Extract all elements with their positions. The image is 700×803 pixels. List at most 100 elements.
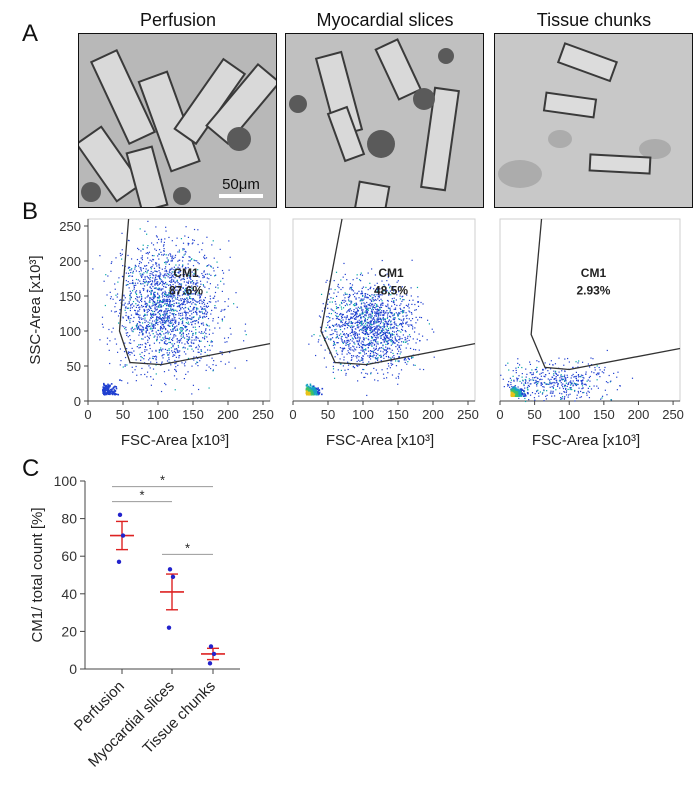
- scatter-point: [123, 294, 125, 296]
- scatter-point: [158, 351, 160, 353]
- scatter-point: [346, 315, 348, 317]
- scatter-point: [382, 325, 384, 328]
- scatter-point: [397, 314, 399, 316]
- scatter-point: [163, 342, 166, 344]
- scatter-point: [130, 351, 132, 353]
- scatter-point: [158, 253, 160, 255]
- scatter-point: [128, 240, 130, 242]
- scatter-point: [329, 326, 331, 329]
- scatter-point: [158, 276, 160, 279]
- scatter-point: [342, 342, 344, 344]
- scatter-point: [348, 324, 350, 327]
- scatter-point: [376, 303, 378, 306]
- scatter-point: [571, 375, 573, 377]
- scatter-point: [335, 337, 337, 339]
- scatter-point: [582, 387, 584, 389]
- scatter-point: [150, 327, 152, 329]
- scatter-point: [543, 386, 545, 388]
- scatter-point: [155, 358, 157, 360]
- scatter-point: [165, 230, 167, 232]
- scatter-point: [166, 299, 168, 301]
- scatter-point: [136, 324, 138, 327]
- scatter-point: [145, 320, 147, 322]
- scatter-point: [158, 316, 160, 319]
- significance-star: *: [185, 540, 190, 555]
- scatter-point: [362, 309, 364, 311]
- scatter-point: [582, 379, 584, 382]
- scatter-point: [398, 286, 400, 288]
- scatter-point: [174, 281, 176, 283]
- scatter-point: [182, 274, 184, 276]
- scatter-point: [535, 383, 538, 385]
- scatter-point: [577, 366, 579, 368]
- scatter-point: [507, 383, 509, 386]
- scatter-point: [359, 321, 361, 323]
- scatter-point: [349, 304, 351, 306]
- scatter-point: [381, 331, 383, 333]
- scatter-point: [181, 294, 184, 296]
- scatter-point: [148, 262, 150, 264]
- scatter-point: [517, 366, 519, 369]
- scatter-point: [388, 319, 391, 321]
- scatter-point: [227, 337, 230, 339]
- scatter-point: [524, 397, 526, 400]
- scatter-point: [174, 256, 176, 258]
- scatter-point: [147, 339, 149, 341]
- scatter-point: [205, 315, 208, 318]
- scatter-point: [549, 382, 551, 384]
- scatter-point: [355, 307, 357, 309]
- scatter-point: [178, 284, 180, 286]
- scatter-point: [390, 294, 392, 296]
- scatter-point: [556, 385, 559, 388]
- scatter-point: [214, 291, 217, 294]
- scatter-point: [375, 299, 377, 301]
- scatter-point: [393, 327, 395, 329]
- scatter-point: [398, 345, 400, 347]
- scatter-point: [580, 376, 582, 378]
- scatter-point: [196, 260, 198, 262]
- scatter-point: [246, 360, 248, 362]
- scatter-point: [360, 346, 362, 348]
- scatter-point: [205, 305, 207, 308]
- scatter-point: [194, 259, 196, 262]
- scatter-point: [407, 303, 410, 305]
- scatter-point: [600, 398, 602, 400]
- scatter-point: [189, 277, 191, 280]
- scatter-point: [180, 335, 182, 337]
- scatter-point: [555, 389, 557, 391]
- scatter-point: [528, 398, 530, 401]
- scatter-point: [390, 316, 392, 318]
- scatter-point: [536, 390, 538, 393]
- scatter-point: [223, 309, 225, 311]
- scatter-point: [189, 305, 191, 308]
- scatter-point: [172, 286, 175, 288]
- scatter-point: [374, 312, 376, 314]
- scatter-point: [330, 308, 332, 310]
- scatter-point: [135, 306, 138, 309]
- scatter-point: [383, 325, 385, 327]
- scatter-point: [154, 294, 156, 296]
- scatter-point: [126, 332, 129, 334]
- scatter-point: [163, 298, 165, 300]
- scatter-point: [510, 389, 513, 391]
- scatter-point: [331, 309, 333, 311]
- scatter-point: [399, 304, 401, 307]
- scatter-point: [195, 356, 198, 358]
- scatter-point: [370, 300, 373, 303]
- scatter-point: [589, 375, 591, 378]
- scatter-point: [142, 289, 145, 291]
- scatter-point: [169, 299, 171, 302]
- scatter-point: [362, 341, 364, 343]
- scatter-point: [361, 291, 363, 293]
- scatter-point: [147, 277, 149, 279]
- scatter-point: [157, 316, 159, 318]
- scatter-point: [155, 317, 158, 319]
- scatter-point: [416, 286, 419, 289]
- scatter-point: [374, 294, 376, 296]
- scatter-point: [408, 325, 410, 327]
- scatter-point: [162, 300, 164, 302]
- scatter-point: [177, 351, 179, 353]
- scatter-point: [337, 342, 339, 344]
- scatter-point: [539, 391, 542, 393]
- scatter-point: [306, 388, 309, 391]
